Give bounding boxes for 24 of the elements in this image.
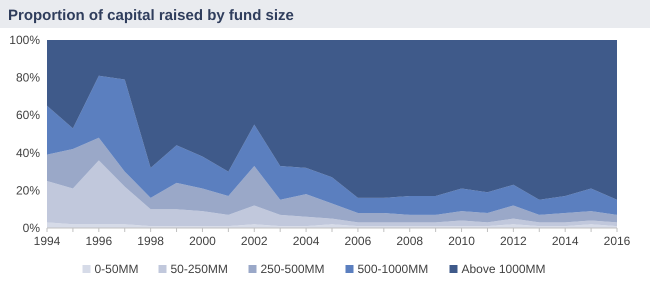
x-tick-label: 2008: [396, 234, 424, 248]
x-tick-label: 2000: [189, 234, 216, 248]
x-tick-label: 1994: [34, 234, 61, 248]
x-tick-label: 2012: [500, 234, 528, 248]
x-tick-label: 2006: [344, 234, 372, 248]
x-tick-label: 2004: [292, 234, 320, 248]
legend-label: 0-50MM: [94, 262, 139, 276]
y-tick-label: 40%: [16, 146, 40, 160]
x-tick-label: 2010: [448, 234, 476, 248]
x-tick-label: 2014: [552, 234, 579, 248]
legend-label: Above 1000MM: [462, 262, 546, 276]
y-tick-label: 0%: [22, 221, 40, 235]
chart-title: Proportion of capital raised by fund size: [8, 7, 294, 24]
x-tick-label: 1996: [85, 234, 112, 248]
legend-label: 500-1000MM: [358, 262, 428, 276]
y-tick-label: 80%: [16, 70, 40, 85]
y-tick-label: 60%: [16, 108, 40, 122]
legend-label: 50-250MM: [170, 262, 228, 276]
x-tick-label: 1998: [137, 234, 164, 248]
y-tick-label: 20%: [16, 183, 40, 198]
x-tick-label: 2016: [604, 234, 631, 248]
x-tick-label: 2002: [240, 234, 268, 248]
legend-label: 250-500MM: [260, 262, 325, 276]
y-tick-label: 100%: [9, 33, 40, 47]
